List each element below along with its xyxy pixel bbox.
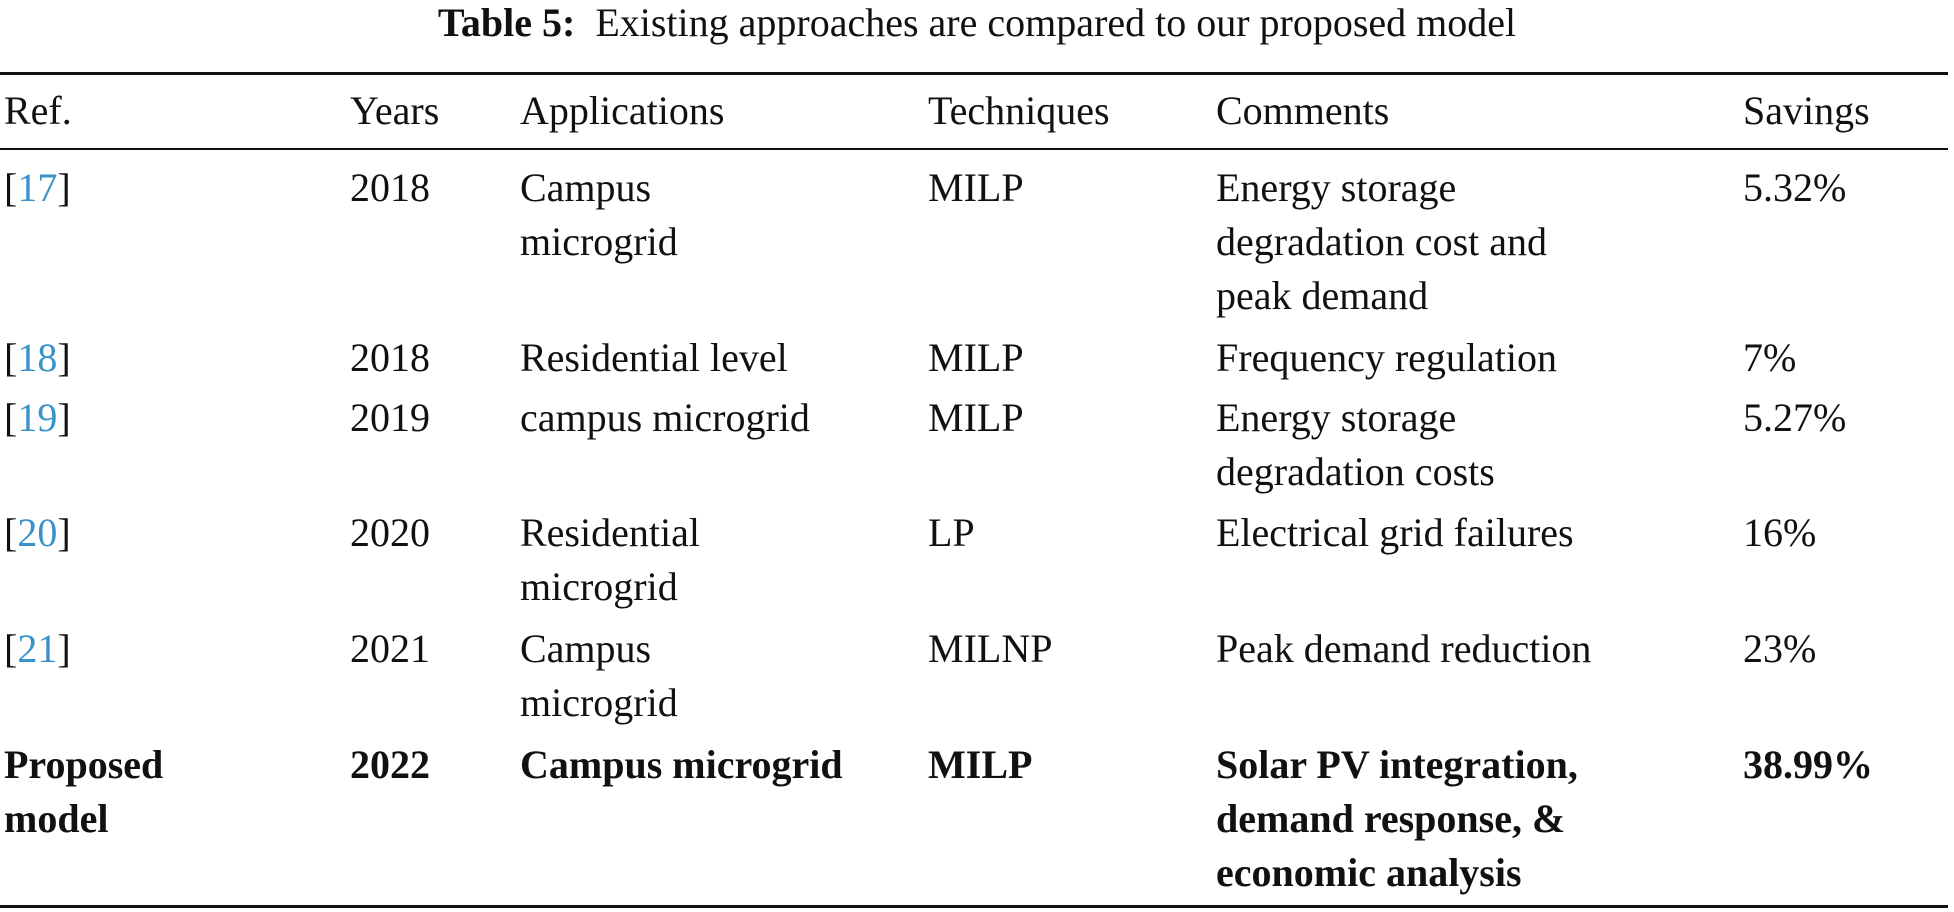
comment-line: degradation cost and (1216, 219, 1547, 264)
year-cell: 2019 (350, 395, 430, 440)
savings-cell: 5.32% (1743, 165, 1847, 210)
application-line: campus microgrid (520, 395, 810, 440)
comment-line: Solar PV integration, (1216, 742, 1578, 787)
technique-cell: LP (928, 510, 975, 555)
ref-bracket-open: [ (4, 165, 18, 210)
ref-bracket-open: [ (4, 395, 18, 440)
technique-cell: MILP (928, 742, 1033, 787)
application-cell: Campus microgrid (520, 738, 843, 792)
comment-line: Frequency regulation (1216, 335, 1557, 380)
savings-cell: 5.27% (1743, 395, 1847, 440)
comment-line: Electrical grid failures (1216, 510, 1574, 555)
table-top-rule (0, 72, 1948, 75)
table-header-rule (0, 148, 1948, 150)
ref-bracket-close: ] (57, 626, 71, 671)
year-cell: 2022 (350, 742, 430, 787)
comment-line: degradation costs (1216, 449, 1495, 494)
header-applications: Applications (520, 88, 725, 133)
comment-line: Peak demand reduction (1216, 626, 1592, 671)
application-line: Campus (520, 626, 652, 671)
application-cell: campus microgrid (520, 391, 810, 445)
table-bottom-rule (0, 905, 1948, 908)
application-line: Campus (520, 165, 652, 210)
ref-cell: Proposed model (4, 738, 163, 846)
reference-link[interactable]: 18 (17, 335, 58, 380)
ref-bracket-close: ] (57, 395, 71, 440)
table-caption: Table 5: Existing approaches are compare… (0, 0, 1954, 46)
header-ref: Ref. (4, 88, 72, 133)
application-line: Campus microgrid (520, 742, 843, 787)
application-cell: Campus microgrid (520, 622, 678, 730)
header-techniques: Techniques (928, 88, 1110, 133)
year-cell: 2020 (350, 510, 430, 555)
comment-cell: Peak demand reduction (1216, 622, 1591, 676)
comment-line: economic analysis (1216, 850, 1522, 895)
comment-cell: Solar PV integration, demand response, & e… (1216, 738, 1578, 900)
year-cell: 2018 (350, 165, 430, 210)
header-savings: Savings (1743, 88, 1870, 133)
ref-bracket-open: [ (4, 335, 18, 380)
ref-cell: [17] (4, 161, 71, 215)
comment-cell: Energy storage degradation cost and peak d… (1216, 161, 1547, 323)
savings-cell: 7% (1743, 335, 1797, 380)
table-caption-text: Existing approaches are compared to our … (595, 0, 1517, 45)
technique-cell: MILP (928, 395, 1024, 440)
table-caption-label: Table 5: (437, 0, 576, 45)
ref-cell: [21] (4, 622, 71, 676)
savings-cell: 16% (1743, 510, 1817, 555)
savings-cell: 38.99% (1743, 742, 1873, 787)
comment-line: demand response, & (1216, 796, 1566, 841)
comment-line: Energy storage (1216, 165, 1457, 210)
application-line: microgrid (520, 564, 678, 609)
ref-cell: [18] (4, 331, 71, 385)
ref-bracket-open: [ (4, 626, 18, 671)
ref-cell: [20] (4, 506, 71, 560)
technique-cell: MILNP (928, 626, 1053, 671)
reference-link[interactable]: 21 (17, 626, 58, 671)
application-line: Residential level (520, 335, 788, 380)
application-line: microgrid (520, 219, 678, 264)
application-cell: Residential microgrid (520, 506, 700, 614)
reference-link[interactable]: 20 (17, 510, 58, 555)
comment-line: Energy storage (1216, 395, 1457, 440)
comment-cell: Energy storage degradation costs (1216, 391, 1495, 499)
reference-link[interactable]: 17 (17, 165, 58, 210)
comment-cell: Frequency regulation (1216, 331, 1557, 385)
ref-bracket-close: ] (57, 335, 71, 380)
application-cell: Residential level (520, 331, 788, 385)
technique-cell: MILP (928, 165, 1024, 210)
reference-link[interactable]: 19 (17, 395, 58, 440)
header-comments: Comments (1216, 88, 1390, 133)
ref-bracket-close: ] (57, 510, 71, 555)
year-cell: 2018 (350, 335, 430, 380)
year-cell: 2021 (350, 626, 430, 671)
header-years: Years (350, 88, 440, 133)
savings-cell: 23% (1743, 626, 1817, 671)
ref-bracket-open: [ (4, 510, 18, 555)
technique-cell: MILP (928, 335, 1024, 380)
application-cell: Campus microgrid (520, 161, 678, 269)
application-line: microgrid (520, 680, 678, 725)
ref-cell: [19] (4, 391, 71, 445)
ref-line: Proposed (4, 742, 164, 787)
ref-line: model (4, 796, 109, 841)
comment-line: peak demand (1216, 273, 1429, 318)
comment-cell: Electrical grid failures (1216, 506, 1574, 560)
application-line: Residential (520, 510, 700, 555)
ref-bracket-close: ] (57, 165, 71, 210)
